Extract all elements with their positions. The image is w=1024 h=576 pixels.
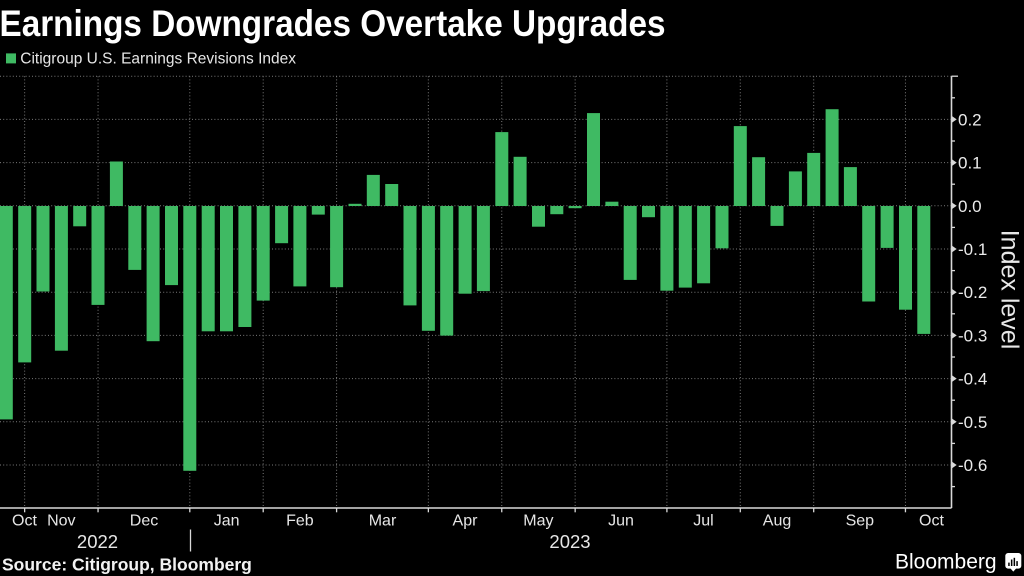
svg-text:Aug: Aug <box>763 513 791 530</box>
svg-text:Jan: Jan <box>214 513 240 530</box>
svg-text:-0.1: -0.1 <box>958 240 987 259</box>
svg-text:Dec: Dec <box>130 513 158 530</box>
svg-text:Oct: Oct <box>12 513 37 530</box>
svg-text:Jul: Jul <box>693 513 713 530</box>
svg-text:Feb: Feb <box>286 513 314 530</box>
svg-text:0.0: 0.0 <box>958 197 982 216</box>
svg-text:-0.3: -0.3 <box>958 326 987 345</box>
svg-text:-0.5: -0.5 <box>958 413 987 432</box>
svg-text:Bloomberg: Bloomberg <box>895 550 997 573</box>
svg-text:Nov: Nov <box>47 513 75 530</box>
svg-text:Earnings Downgrades Overtake U: Earnings Downgrades Overtake Upgrades <box>0 3 666 44</box>
svg-text:-0.4: -0.4 <box>958 370 987 389</box>
svg-text:2023: 2023 <box>549 531 590 552</box>
svg-text:-0.2: -0.2 <box>958 283 987 302</box>
svg-text:2022: 2022 <box>77 531 118 552</box>
svg-text:-0.6: -0.6 <box>958 456 987 475</box>
svg-text:Index level: Index level <box>996 230 1024 350</box>
svg-text:0.2: 0.2 <box>958 110 982 129</box>
svg-text:Oct: Oct <box>919 513 944 530</box>
svg-text:Citigroup U.S. Earnings Revisi: Citigroup U.S. Earnings Revisions Index <box>20 51 296 68</box>
svg-text:Mar: Mar <box>369 513 397 530</box>
svg-text:Jun: Jun <box>608 513 634 530</box>
svg-text:Source: Citigroup, Bloomberg: Source: Citigroup, Bloomberg <box>2 555 252 575</box>
svg-text:Sep: Sep <box>846 513 875 530</box>
svg-text:Apr: Apr <box>453 513 479 530</box>
svg-text:May: May <box>523 513 553 530</box>
svg-text:0.1: 0.1 <box>958 154 982 173</box>
